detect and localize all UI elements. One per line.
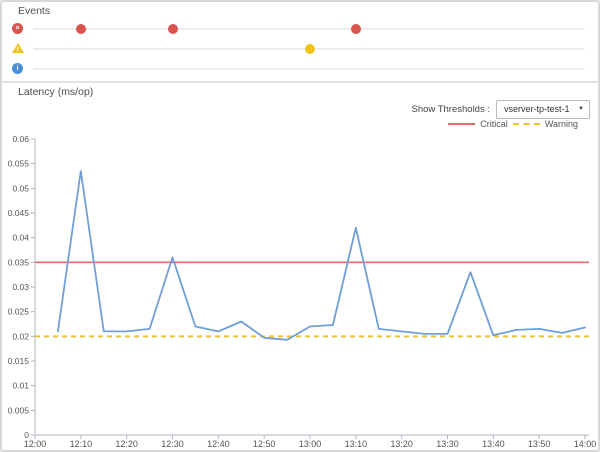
y-axis-tick-label: 0.015: [8, 356, 30, 366]
threshold-controls: Show Thresholds : vserver-tp-test-1 ▼: [411, 100, 590, 119]
x-axis-tick-label: 14:00: [574, 439, 597, 449]
x-axis-tick-label: 13:30: [436, 439, 459, 449]
chevron-down-icon: ▼: [578, 106, 584, 112]
warning-exclamation-glyph: !: [16, 46, 19, 53]
critical-legend-label[interactable]: Critical: [480, 119, 508, 129]
threshold-legend: Critical Warning: [448, 119, 578, 129]
x-axis-tick-label: 13:00: [299, 439, 322, 449]
event-row-warning: !: [0, 43, 600, 54]
critical-line-swatch: [448, 123, 476, 125]
info-circle-icon: i: [12, 63, 23, 74]
error-row-track: [33, 28, 585, 30]
y-axis-tick-label: 0.03: [12, 282, 29, 292]
y-axis-tick-label: 0: [24, 430, 29, 440]
y-axis-tick-label: 0.04: [12, 233, 29, 243]
x-axis-tick-label: 12:20: [115, 439, 138, 449]
error-event-dot[interactable]: [350, 24, 361, 34]
x-axis-tick-label: 12:10: [70, 439, 93, 449]
latency-series-line[interactable]: [57, 170, 586, 341]
panel-divider: [2, 81, 598, 83]
latency-chart[interactable]: 0 0.005 0.01 0.015 0.02 0.025 0.03 0.035 0.04 0.0…: [0, 130, 600, 452]
x-axis-tick-label: 13:50: [528, 439, 551, 449]
latency-panel-title: Latency (ms/op): [18, 86, 94, 98]
x-axis-tick-label: 13:20: [390, 439, 413, 449]
x-axis-tick-label: 13:10: [345, 439, 368, 449]
warning-event-dot[interactable]: [305, 44, 315, 54]
info-row-track: [33, 68, 585, 70]
x-axis-tick-label: 12:40: [207, 439, 230, 449]
warning-legend-label[interactable]: Warning: [544, 119, 578, 129]
y-axis-tick-label: 0.005: [8, 405, 30, 415]
warning-line-swatch: [512, 123, 540, 125]
x-axis-tick-label: 12:50: [253, 439, 276, 449]
x-axis-tick-label: 12:00: [24, 439, 47, 449]
y-axis-tick-label: 0.045: [8, 208, 30, 218]
x-axis-tick-label: 13:40: [482, 439, 505, 449]
y-axis-tick-label: 0.025: [8, 307, 30, 317]
y-axis-tick-label: 0.01: [12, 381, 29, 391]
thresholds-select[interactable]: vserver-tp-test-1 ▼: [496, 100, 590, 119]
event-row-info: i: [0, 63, 600, 74]
thresholds-select-value: vserver-tp-test-1: [504, 104, 570, 114]
error-event-dot[interactable]: [75, 24, 86, 34]
show-thresholds-label: Show Thresholds :: [411, 104, 490, 115]
y-axis-tick-label: 0.06: [12, 134, 29, 144]
y-axis-tick-label: 0.02: [12, 331, 29, 341]
y-axis-tick-label: 0.035: [8, 257, 30, 267]
y-axis-tick-label: 0.05: [12, 183, 29, 193]
axis-lines: [34, 139, 589, 436]
y-axis-tick-label: 0.055: [8, 159, 30, 169]
warning-triangle-icon: !: [12, 43, 24, 53]
error-event-dot[interactable]: [167, 24, 178, 34]
x-axis-tick-label: 12:30: [161, 439, 184, 449]
events-panel-title: Events: [18, 5, 51, 17]
event-row-error: ×: [0, 23, 600, 34]
error-circle-x-icon: ×: [12, 23, 23, 34]
